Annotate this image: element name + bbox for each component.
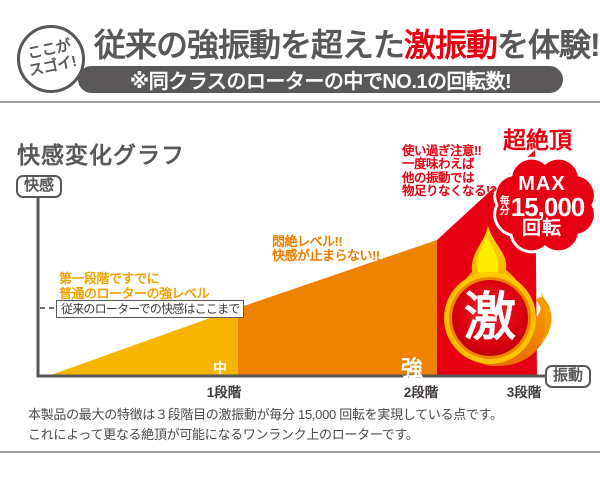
note-stage3-line3: 他の振動では bbox=[402, 170, 475, 185]
note-stage1: 第一段階ですでに 普通のローターの強レベル bbox=[59, 271, 210, 302]
note-stage3-line2: 一度味わえば bbox=[402, 157, 475, 172]
note-conventional-limit: 従来のローターでの快感はここまで bbox=[56, 300, 245, 319]
x-axis-label: 振動 bbox=[545, 365, 592, 388]
note-stage2-line1: 悶絶レベル!! bbox=[272, 234, 343, 249]
max-badge-max: MAX bbox=[518, 173, 566, 195]
stage1-area bbox=[48, 308, 238, 376]
headline-pre: 従来の強振動を超えた bbox=[94, 27, 405, 63]
headline-highlight: 激振動 bbox=[404, 27, 498, 63]
level-label-extreme: 激 bbox=[463, 289, 516, 347]
max-badge-unit: 回転 bbox=[521, 218, 562, 239]
top-divider bbox=[0, 101, 600, 103]
geki-circle bbox=[444, 272, 536, 364]
sub-banner-text: ※同クラスのローターの中でNO.1の回転数! bbox=[129, 71, 512, 93]
graph-title: 快感変化グラフ bbox=[17, 142, 185, 168]
max-rpm-burst bbox=[493, 156, 597, 254]
highlight-badge: ここが スゴイ! bbox=[17, 25, 85, 93]
note-stage2: 悶絶レベル!! 快感が止まらない!! bbox=[272, 234, 380, 264]
level-label-mid: 中 bbox=[213, 360, 227, 376]
max-badge-per-minute: 毎 分 bbox=[499, 195, 510, 217]
max-badge-rpm: 15,000 bbox=[510, 192, 586, 222]
note-stage3-line1: 使い過ぎ注意!! bbox=[402, 144, 482, 158]
note-stage3: 使い過ぎ注意!! 一度味わえば 他の振動では 物足りなくなる!? bbox=[402, 144, 497, 198]
footer-line1: 本製品の最大の特徴は３段階目の激振動が毎分 15,000 回転を実現している点で… bbox=[28, 407, 503, 422]
note-stage1-line1: 第一段階ですでに bbox=[59, 271, 160, 286]
stage2-area bbox=[238, 240, 437, 376]
bottom-divider bbox=[0, 451, 600, 453]
peak-label: 超絶頂 bbox=[503, 127, 572, 153]
stage-label-3: 3段階 bbox=[506, 385, 542, 400]
note-stage2-line2: 快感が止まらない!! bbox=[272, 248, 380, 264]
footer-line2: これによって更なる絶頂が可能になるワンランク上のローターです。 bbox=[28, 427, 419, 443]
footer-description: 本製品の最大の特徴は３段階目の激振動が毎分 15,000 回転を実現している点で… bbox=[28, 405, 503, 445]
y-axis-label: 快感 bbox=[16, 175, 63, 198]
stage-label-2: 2段階 bbox=[403, 385, 439, 400]
max-badge-rpm-row: 毎 分 15,000 bbox=[492, 194, 592, 220]
sub-banner: ※同クラスのローターの中でNO.1の回転数! bbox=[78, 66, 563, 93]
level-label-strong: 強 bbox=[401, 356, 424, 381]
note-stage1-line2: 普通のローターの強レベル bbox=[59, 286, 210, 302]
stage-label-1: 1段階 bbox=[206, 385, 242, 400]
main-headline: 従来の強振動を超えた激振動を体験!! bbox=[94, 20, 600, 66]
headline-post: を体験!! bbox=[497, 27, 600, 63]
note-stage3-line4: 物足りなくなる!? bbox=[402, 183, 497, 198]
